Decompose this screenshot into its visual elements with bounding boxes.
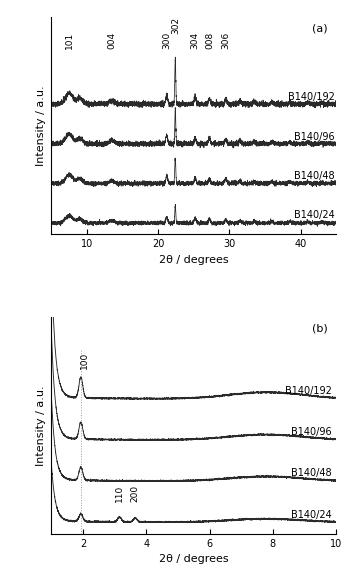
Text: 200: 200 [131, 485, 140, 502]
Text: B140/96: B140/96 [291, 427, 331, 437]
Text: 008: 008 [205, 32, 214, 49]
Text: B140/48: B140/48 [294, 171, 335, 181]
Text: B140/96: B140/96 [294, 131, 335, 142]
Text: B140/48: B140/48 [291, 468, 331, 479]
Text: 306: 306 [221, 32, 230, 49]
X-axis label: 2θ / degrees: 2θ / degrees [159, 255, 228, 265]
Text: 302: 302 [171, 17, 180, 34]
Text: 100: 100 [80, 352, 89, 369]
Text: B140/24: B140/24 [291, 510, 331, 519]
Text: 004: 004 [107, 32, 116, 49]
Text: 304: 304 [191, 32, 200, 49]
Text: B140/192: B140/192 [285, 386, 331, 396]
Text: B140/24: B140/24 [294, 211, 335, 220]
Y-axis label: Intensity / a.u.: Intensity / a.u. [36, 86, 46, 166]
Text: 110: 110 [115, 485, 124, 502]
Text: 101: 101 [65, 32, 74, 49]
Text: 300: 300 [162, 32, 171, 49]
X-axis label: 2θ / degrees: 2θ / degrees [159, 554, 228, 564]
Text: B140/192: B140/192 [288, 92, 335, 102]
Text: (a): (a) [312, 24, 328, 34]
Y-axis label: Intensity / a.u.: Intensity / a.u. [36, 385, 46, 466]
Text: (b): (b) [312, 323, 328, 333]
